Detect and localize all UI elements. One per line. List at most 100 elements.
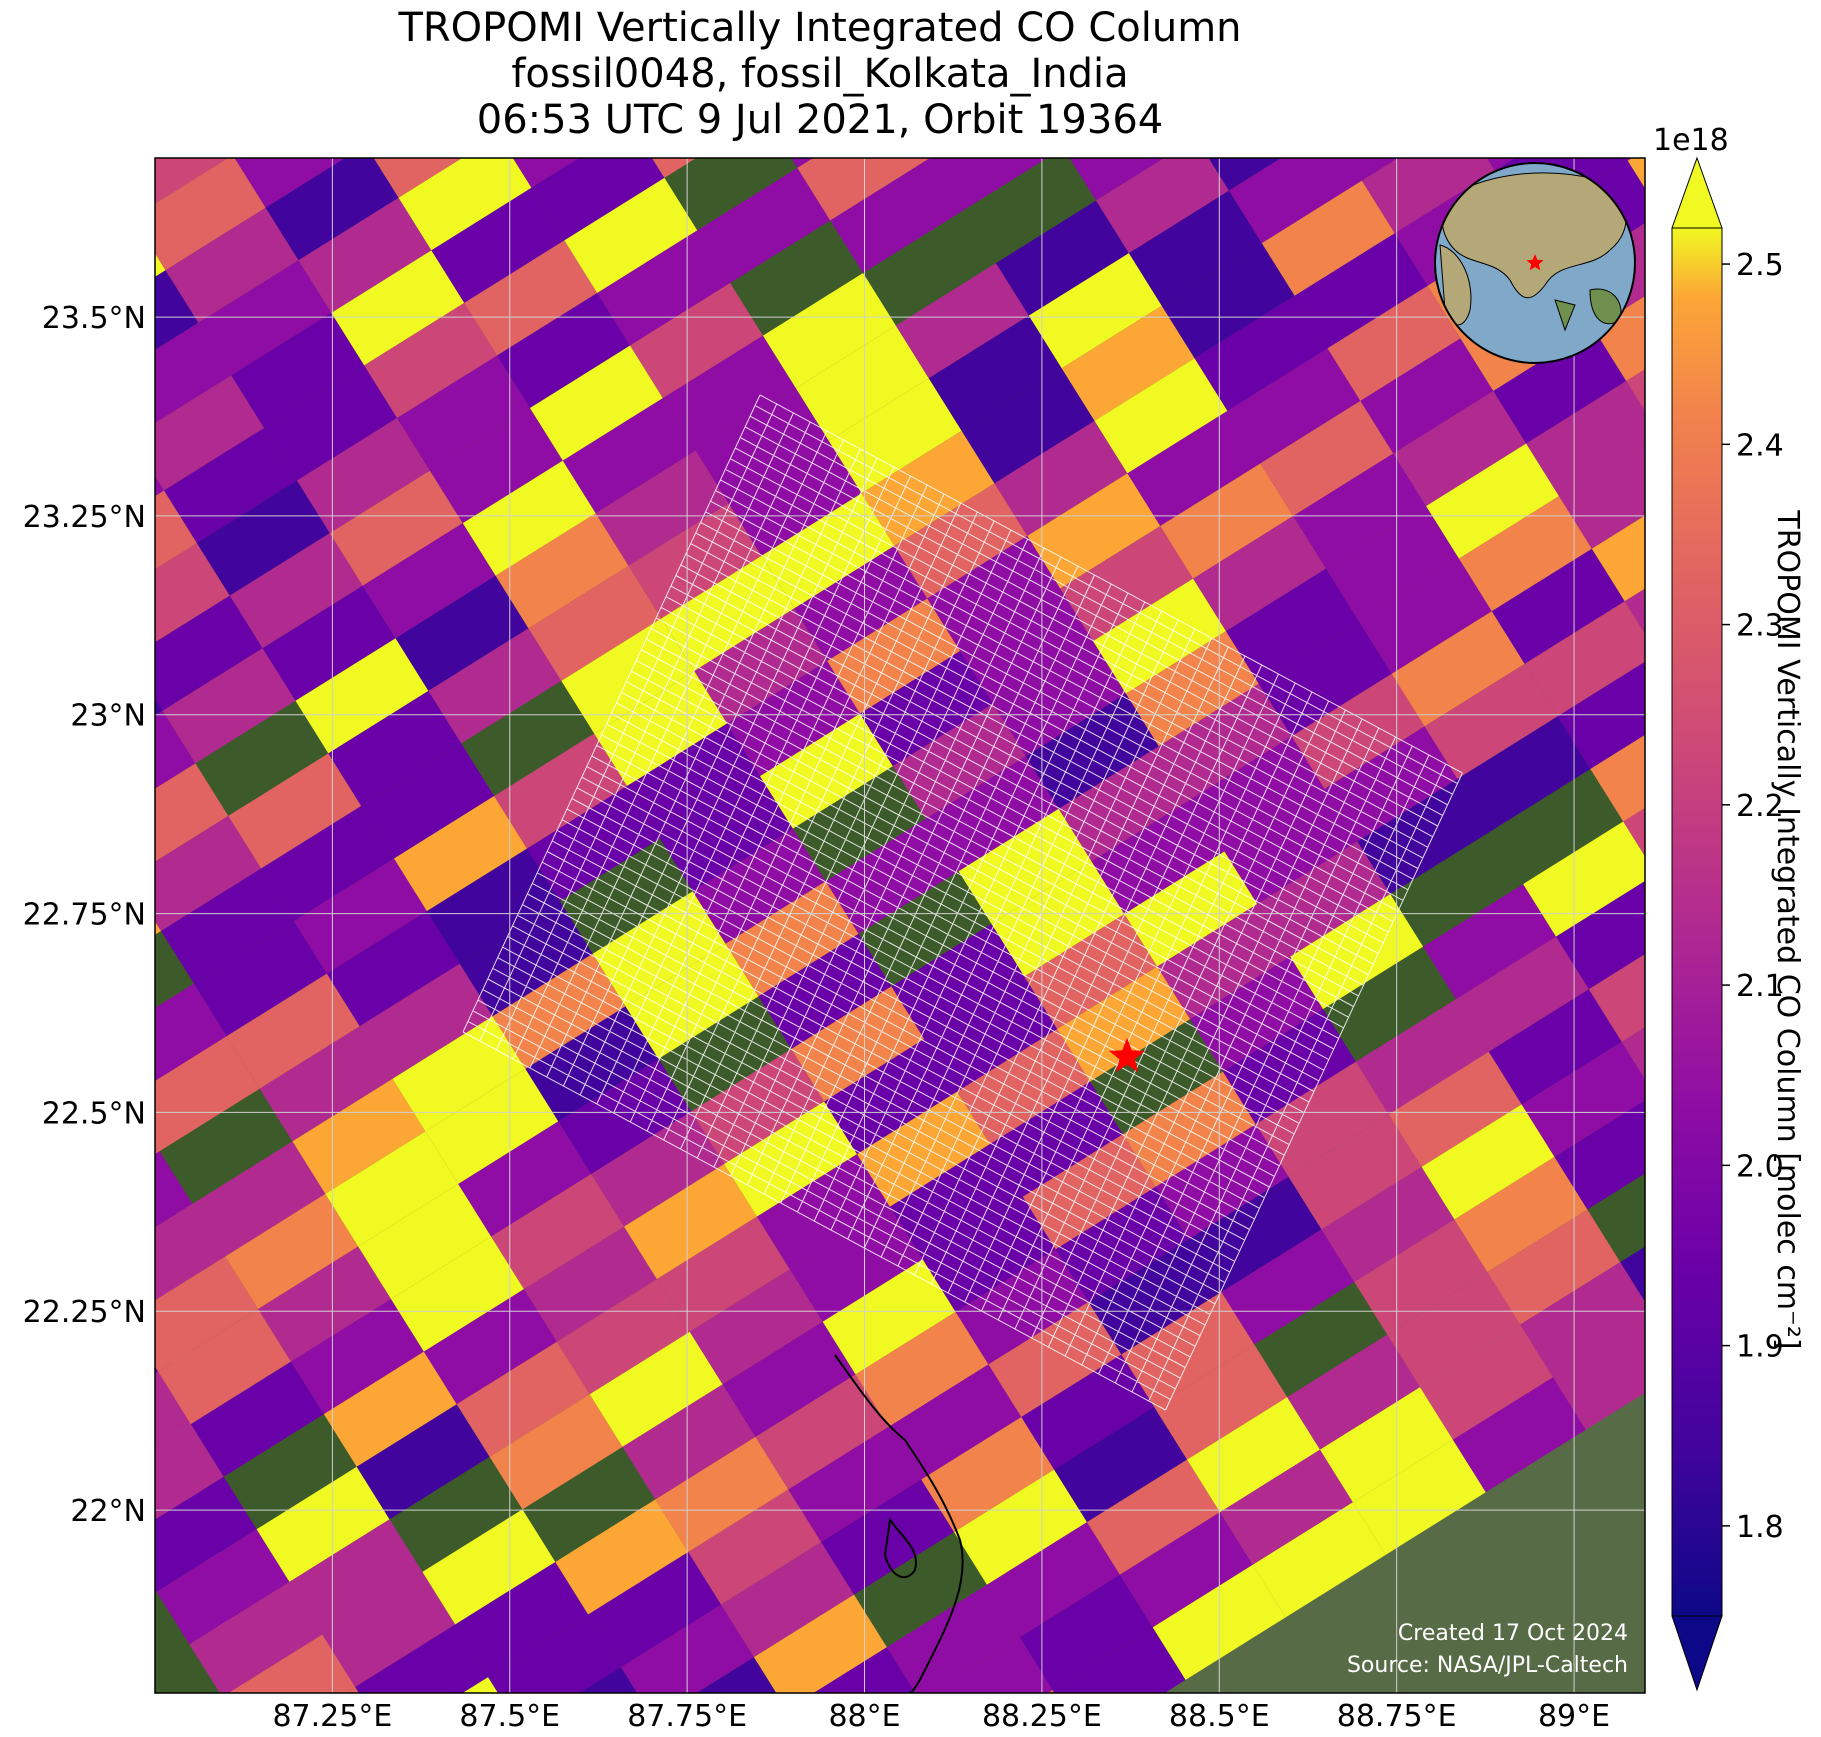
co-pixel <box>1194 295 1328 411</box>
co-pixel <box>155 490 197 570</box>
co-pixel <box>155 698 163 716</box>
co-pixel <box>995 200 1129 316</box>
co-pixel <box>464 240 598 356</box>
co-pixel <box>625 943 759 1059</box>
co-pixel <box>1521 1041 1645 1157</box>
co-pixel <box>958 808 1092 924</box>
co-pixel <box>1627 158 1645 189</box>
co-pixel <box>290 1299 424 1415</box>
co-pixel <box>960 588 1094 704</box>
co-pixel <box>630 282 763 399</box>
co-pixel <box>1288 1114 1422 1230</box>
co-pixel <box>1493 328 1627 444</box>
co-pixel <box>394 796 527 912</box>
co-pixel <box>345 1687 359 1693</box>
co-pixel <box>822 1259 956 1375</box>
map-frame <box>154 157 1646 1694</box>
co-pixel <box>200 40 333 155</box>
colorbar-exponent: 1e18 <box>1653 123 1729 158</box>
co-pixel <box>155 1371 191 1447</box>
co-pixel <box>1387 1272 1521 1388</box>
co-pixel <box>1554 1100 1645 1210</box>
co-pixel <box>391 1236 524 1352</box>
co-pixel <box>1154 1344 1288 1460</box>
co-pixel <box>1160 463 1294 579</box>
co-pixel <box>1219 1449 1353 1565</box>
co-pixel <box>1287 1334 1421 1450</box>
co-pixel <box>756 1154 890 1270</box>
co-pixel <box>155 375 265 491</box>
co-pixel <box>591 1111 725 1227</box>
co-pixel <box>161 868 294 984</box>
co-pixel <box>1421 1104 1555 1220</box>
co-pixel <box>1260 400 1394 517</box>
co-pixel <box>1360 338 1494 454</box>
co-pixel <box>158 1309 291 1425</box>
co-pixel <box>622 1384 756 1500</box>
co-pixel <box>1391 611 1525 727</box>
co-pixel <box>234 158 346 208</box>
co-pixel <box>1187 1397 1321 1513</box>
co-pixel <box>986 1522 1120 1638</box>
colorbar-tick-label: 1.9 <box>1736 1330 1784 1365</box>
co-pixel <box>422 1509 556 1625</box>
co-pixel <box>889 1144 1023 1260</box>
co-pixel <box>1069 158 1165 201</box>
co-pixel <box>155 983 227 1082</box>
colorbar-extend-max <box>1671 156 1723 229</box>
colorbar-tick-label: 2.2 <box>1736 789 1784 824</box>
co-pixel <box>955 1249 1089 1365</box>
co-pixel <box>558 1058 692 1175</box>
co-pixel <box>928 315 1062 431</box>
co-pixel <box>328 690 462 806</box>
co-pixel <box>1030 33 1163 148</box>
co-pixel <box>1361 158 1495 234</box>
co-pixel <box>1526 381 1645 497</box>
co-pixel <box>295 638 429 754</box>
gridlines <box>155 158 1645 1693</box>
co-pixel <box>888 1364 1022 1480</box>
lat-tick-label: 22.5°N <box>42 1096 146 1131</box>
co-pixel <box>155 815 262 932</box>
co-pixel <box>1294 233 1428 349</box>
co-pixel <box>589 1331 723 1447</box>
co-pixel <box>1452 1377 1586 1493</box>
co-pixel <box>1193 516 1327 632</box>
co-pixel <box>555 1499 689 1615</box>
co-pixel <box>1620 1246 1645 1302</box>
co-pixel <box>1121 1291 1255 1408</box>
co-pixel <box>155 543 230 643</box>
co-pixel <box>258 1246 392 1362</box>
co-pixel <box>431 187 565 303</box>
co-pixel <box>1523 821 1645 937</box>
co-pixel <box>1091 798 1225 914</box>
co-pixel <box>398 158 532 251</box>
co-pixel <box>1388 1051 1522 1167</box>
created-date: Created 17 Oct 2024 <box>1398 1621 1628 1646</box>
colorbar-tick-label: 2.1 <box>1736 969 1784 1004</box>
co-pixel <box>1227 348 1361 464</box>
co-pixel <box>525 1006 659 1122</box>
lat-tick-label: 22°N <box>70 1494 146 1529</box>
co-pixel <box>564 177 698 293</box>
co-pixel <box>155 1144 160 1155</box>
map-panel <box>155 33 1645 1693</box>
co-pixel <box>1357 778 1491 895</box>
co-pixel <box>1623 807 1645 857</box>
source-credit: Source: NASA/JPL-Caltech <box>1347 1653 1628 1678</box>
co-pixel <box>1454 1156 1588 1273</box>
co-pixel <box>298 197 432 313</box>
co-pixel <box>155 921 162 935</box>
co-pixel <box>1524 601 1645 717</box>
co-pixel <box>429 408 563 524</box>
co-pixel <box>1324 726 1458 842</box>
co-pixel <box>1457 716 1591 832</box>
co-pixel <box>886 1584 1020 1693</box>
co-pixel <box>1626 369 1645 412</box>
lon-tick-label: 89°E <box>1538 1699 1610 1734</box>
co-pixel <box>495 513 629 629</box>
co-pixel <box>691 1048 825 1165</box>
co-pixel <box>556 1279 690 1395</box>
co-pixel <box>426 848 560 964</box>
title-line-3: 06:53 UTC 9 Jul 2021, Orbit 19364 <box>476 97 1164 143</box>
